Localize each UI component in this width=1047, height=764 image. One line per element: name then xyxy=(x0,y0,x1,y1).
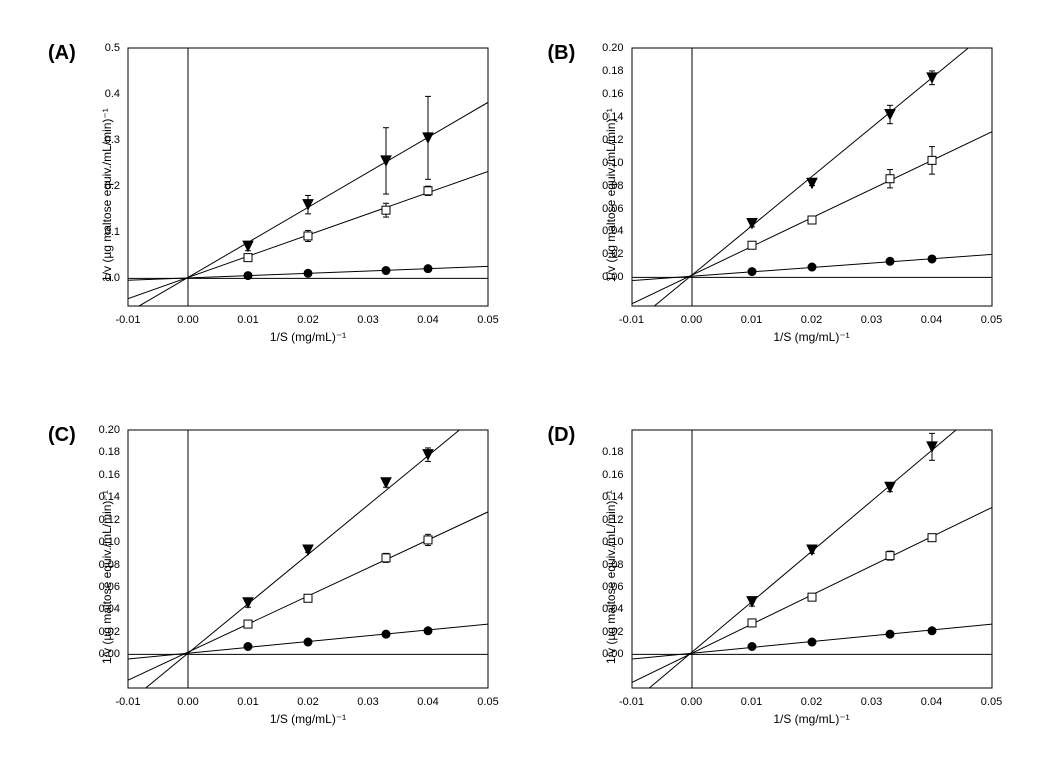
xtick-label: 0.03 xyxy=(861,696,882,708)
ytick-label: 0.02 xyxy=(84,626,120,638)
xtick-label: 0.05 xyxy=(477,314,498,326)
ytick-label: 0.20 xyxy=(588,42,624,54)
xtick-label: -0.01 xyxy=(619,314,644,326)
ytick-label: 0.14 xyxy=(588,491,624,503)
ytick-label: 0.06 xyxy=(588,203,624,215)
ytick-label: 0.10 xyxy=(588,536,624,548)
ytick-label: 0.00 xyxy=(588,271,624,283)
xtick-label: 0.03 xyxy=(357,696,378,708)
panel-C: (C) 1/v (µg maltose equiv./mL/min)⁻¹ 1/S… xyxy=(0,382,524,764)
ytick-label: 0.16 xyxy=(588,469,624,481)
ytick-label: 0.04 xyxy=(588,603,624,615)
ytick-label: 0.20 xyxy=(84,424,120,436)
xtick-label: 0.04 xyxy=(921,314,942,326)
panel-D: (D) 1/v (µg maltose equiv./mL/min)⁻¹ 1/S… xyxy=(524,382,1047,764)
xlabel-A: 1/S (mg/mL)⁻¹ xyxy=(128,330,488,344)
ytick-label: 0.08 xyxy=(588,559,624,571)
ytick-label: 0.08 xyxy=(588,180,624,192)
ytick-label: 0.04 xyxy=(588,225,624,237)
panel-label-A: (A) xyxy=(48,42,76,65)
xtick-label: 0.05 xyxy=(477,696,498,708)
panel-label-B: (B) xyxy=(548,42,576,65)
ytick-label: 0.16 xyxy=(588,88,624,100)
ytick-label: 0.00 xyxy=(84,648,120,660)
panel-grid: (A) 1/v (µg maltose equiv./mL/min)⁻¹ 1/S… xyxy=(0,0,1047,764)
xtick-label: 0.03 xyxy=(861,314,882,326)
xlabel-B: 1/S (mg/mL)⁻¹ xyxy=(632,330,992,344)
ytick-label: 0.3 xyxy=(84,134,120,146)
ytick-label: 0.10 xyxy=(588,157,624,169)
ytick-label: 0.06 xyxy=(588,581,624,593)
plot-B xyxy=(632,48,992,306)
xtick-label: 0.04 xyxy=(921,696,942,708)
ytick-label: 0.14 xyxy=(588,111,624,123)
ytick-label: 0.1 xyxy=(84,226,120,238)
xtick-label: 0.00 xyxy=(681,696,702,708)
ytick-label: 0.06 xyxy=(84,581,120,593)
ytick-label: 0.18 xyxy=(84,446,120,458)
ytick-label: 0.00 xyxy=(588,648,624,660)
ytick-label: 0.14 xyxy=(84,491,120,503)
ytick-label: 0.04 xyxy=(84,603,120,615)
panel-label-D: (D) xyxy=(548,424,576,447)
xtick-label: 0.00 xyxy=(177,696,198,708)
ytick-label: 0.02 xyxy=(588,626,624,638)
panel-B: (B) 1/v (µg maltose equiv./mL/min)⁻¹ 1/S… xyxy=(524,0,1047,382)
plot-D xyxy=(632,430,992,688)
xtick-label: 0.01 xyxy=(237,696,258,708)
plot-svg xyxy=(632,48,992,306)
xtick-label: 0.02 xyxy=(801,314,822,326)
xtick-label: -0.01 xyxy=(115,696,140,708)
ytick-label: 0.10 xyxy=(84,536,120,548)
plot-svg xyxy=(128,430,488,688)
xtick-label: 0.01 xyxy=(237,314,258,326)
ytick-label: 0.16 xyxy=(84,469,120,481)
ytick-label: 0.18 xyxy=(588,446,624,458)
xtick-label: 0.03 xyxy=(357,314,378,326)
plot-A xyxy=(128,48,488,306)
ytick-label: 0.2 xyxy=(84,180,120,192)
xtick-label: -0.01 xyxy=(619,696,644,708)
ytick-label: 0.18 xyxy=(588,65,624,77)
ytick-label: 0.4 xyxy=(84,88,120,100)
xtick-label: 0.02 xyxy=(297,314,318,326)
plot-svg xyxy=(632,430,992,688)
plot-svg xyxy=(128,48,488,306)
xtick-label: 0.04 xyxy=(417,696,438,708)
xtick-label: 0.01 xyxy=(741,696,762,708)
ytick-label: 0.0 xyxy=(84,272,120,284)
figure: (A) 1/v (µg maltose equiv./mL/min)⁻¹ 1/S… xyxy=(0,0,1047,764)
ytick-label: 0.02 xyxy=(588,248,624,260)
xtick-label: 0.00 xyxy=(177,314,198,326)
xtick-label: 0.02 xyxy=(297,696,318,708)
panel-label-C: (C) xyxy=(48,424,76,447)
ytick-label: 0.12 xyxy=(84,514,120,526)
xlabel-D: 1/S (mg/mL)⁻¹ xyxy=(632,712,992,726)
panel-A: (A) 1/v (µg maltose equiv./mL/min)⁻¹ 1/S… xyxy=(0,0,524,382)
ytick-label: 0.12 xyxy=(588,514,624,526)
xtick-label: 0.05 xyxy=(981,314,1002,326)
xtick-label: 0.04 xyxy=(417,314,438,326)
xtick-label: 0.00 xyxy=(681,314,702,326)
xtick-label: 0.05 xyxy=(981,696,1002,708)
plot-C xyxy=(128,430,488,688)
ytick-label: 0.12 xyxy=(588,134,624,146)
xtick-label: 0.02 xyxy=(801,696,822,708)
xlabel-C: 1/S (mg/mL)⁻¹ xyxy=(128,712,488,726)
ytick-label: 0.5 xyxy=(84,42,120,54)
xtick-label: 0.01 xyxy=(741,314,762,326)
xtick-label: -0.01 xyxy=(115,314,140,326)
ytick-label: 0.08 xyxy=(84,559,120,571)
